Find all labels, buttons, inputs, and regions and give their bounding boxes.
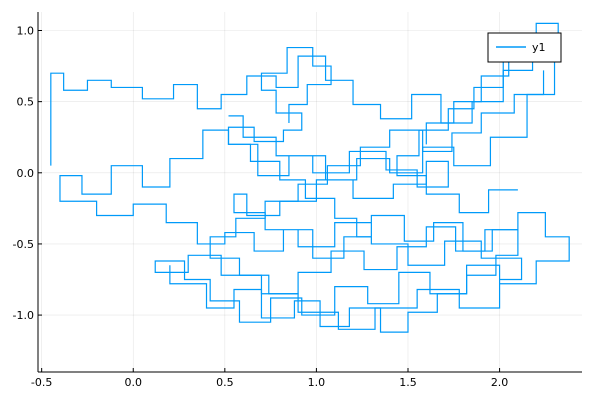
y-ticks: -1.0 -0.5 0.0 0.5 1.0 [13, 24, 42, 322]
legend-label: y1 [532, 41, 546, 54]
plot-area [38, 12, 582, 372]
x-ticks: -0.5 0.0 0.5 1.0 1.5 2.0 [31, 368, 508, 389]
x-tick-label: 0.5 [216, 376, 234, 389]
series-line-1 [169, 70, 545, 333]
legend: y1 [487, 32, 562, 63]
series-layer [50, 22, 570, 333]
x-tick-label: 1.0 [308, 376, 326, 389]
x-tick-label: 1.5 [399, 376, 417, 389]
axes [37, 12, 582, 373]
x-tick-label: 0.0 [124, 376, 142, 389]
y-tick-label: 0.0 [17, 167, 35, 180]
y-tick-label: -1.0 [13, 309, 34, 322]
series-line-2 [227, 46, 372, 238]
y-tick-label: 1.0 [17, 24, 35, 37]
y-tick-label: -0.5 [13, 238, 34, 251]
x-tick-label: 2.0 [491, 376, 509, 389]
series-line-3 [396, 22, 559, 214]
x-tick-label: -0.5 [31, 376, 52, 389]
y-tick-label: 0.5 [17, 96, 35, 109]
